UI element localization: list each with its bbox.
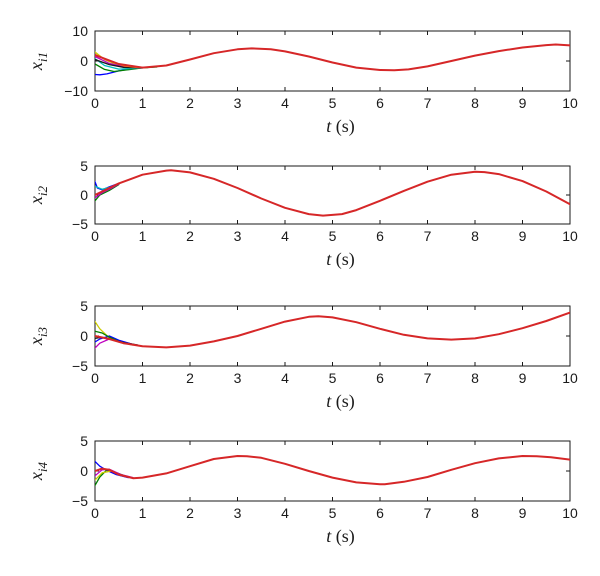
plot-frame — [94, 305, 571, 367]
x-tick-label: 8 — [471, 370, 479, 386]
series-group — [95, 455, 570, 487]
x-tick-label: 8 — [471, 505, 479, 521]
y-axis-label: xi3 — [26, 326, 50, 346]
series-group — [95, 43, 570, 76]
transient-series-line — [95, 183, 120, 202]
reference-series-line — [95, 169, 570, 217]
y-tick-label: 0 — [80, 328, 88, 344]
x-tick-label: 10 — [562, 505, 578, 521]
series-group — [95, 169, 570, 217]
x-tick-label: 8 — [471, 228, 479, 244]
x-tick-label: 0 — [91, 505, 99, 521]
y-tick-label: 5 — [80, 298, 88, 314]
x-tick-label: 7 — [424, 228, 432, 244]
x-axis-label-unit: (s) — [331, 526, 355, 547]
x-axis-label: t (s) — [326, 249, 355, 270]
x-tick-label: 3 — [234, 228, 242, 244]
y-axis-label-subscript: i3 — [35, 326, 50, 337]
y-axis-label-var: x — [26, 337, 46, 346]
x-tick-label: 4 — [281, 95, 289, 111]
x-tick-label: 9 — [519, 370, 527, 386]
x-tick-label: 5 — [329, 370, 337, 386]
x-tick-label: 9 — [519, 95, 527, 111]
x-axis-label: t (s) — [326, 526, 355, 547]
x-axis-label-unit: (s) — [331, 116, 355, 137]
reference-series-line — [95, 43, 570, 72]
y-tick-label: 5 — [80, 433, 88, 449]
x-tick-label: 9 — [519, 505, 527, 521]
x-axis-label-var: t — [326, 249, 332, 269]
x-tick-label: 0 — [91, 370, 99, 386]
x-tick-label: 10 — [562, 95, 578, 111]
x-tick-label: 6 — [376, 228, 384, 244]
x-tick-label: 10 — [562, 370, 578, 386]
x-tick-label: 6 — [376, 505, 384, 521]
x-tick-label: 1 — [139, 228, 147, 244]
transient-series-line — [95, 335, 134, 346]
y-axis-label-var: x — [26, 196, 46, 205]
y-axis-label-subscript: i1 — [35, 52, 50, 62]
reference-series-line — [95, 455, 570, 486]
x-tick-label: 9 — [519, 228, 527, 244]
y-tick-label: 0 — [80, 53, 88, 69]
x-tick-label: 10 — [562, 228, 578, 244]
x-axis-label-var: t — [326, 116, 332, 136]
x-tick-label: 0 — [91, 228, 99, 244]
reference-series-line — [95, 311, 570, 349]
x-tick-label: 3 — [234, 505, 242, 521]
x-tick-label: 6 — [376, 370, 384, 386]
y-axis-label: xi2 — [26, 185, 50, 205]
y-tick-label: 0 — [80, 463, 88, 479]
x-tick-label: 2 — [186, 228, 194, 244]
y-tick-label: −5 — [72, 493, 88, 509]
x-tick-label: 0 — [91, 95, 99, 111]
x-tick-label: 2 — [186, 370, 194, 386]
plot-frame — [94, 440, 571, 502]
y-tick-label: −10 — [64, 83, 88, 99]
y-tick-label: −5 — [72, 216, 88, 232]
y-axis-label-var: x — [26, 62, 46, 71]
plot-frame — [94, 30, 571, 92]
x-tick-label: 4 — [281, 228, 289, 244]
x-tick-label: 6 — [376, 95, 384, 111]
x-tick-label: 1 — [139, 95, 147, 111]
x-tick-label: 5 — [329, 95, 337, 111]
y-axis-label-var: x — [26, 472, 46, 481]
x-tick-label: 2 — [186, 95, 194, 111]
y-axis-label-subscript: i2 — [35, 185, 50, 196]
y-tick-label: 5 — [80, 158, 88, 174]
series-group — [95, 311, 570, 349]
x-tick-label: 7 — [424, 370, 432, 386]
x-axis-label: t (s) — [326, 391, 355, 412]
x-axis-label-unit: (s) — [331, 249, 355, 270]
y-axis-label-subscript: i4 — [35, 461, 50, 472]
x-tick-label: 2 — [186, 505, 194, 521]
x-tick-label: 5 — [329, 228, 337, 244]
x-axis-label-unit: (s) — [331, 391, 355, 412]
x-tick-label: 3 — [234, 95, 242, 111]
y-axis-label: xi1 — [26, 52, 50, 71]
x-axis-label: t (s) — [326, 116, 355, 137]
x-tick-label: 1 — [139, 370, 147, 386]
x-tick-label: 5 — [329, 505, 337, 521]
x-tick-label: 3 — [234, 370, 242, 386]
x-axis-label-var: t — [326, 391, 332, 411]
x-tick-label: 4 — [281, 370, 289, 386]
x-tick-label: 7 — [424, 95, 432, 111]
x-tick-label: 7 — [424, 505, 432, 521]
y-tick-label: −5 — [72, 358, 88, 374]
x-tick-label: 8 — [471, 95, 479, 111]
y-axis-label: xi4 — [26, 461, 50, 481]
y-tick-label: 10 — [72, 23, 88, 39]
x-tick-label: 1 — [139, 505, 147, 521]
x-axis-label-var: t — [326, 526, 332, 546]
x-tick-label: 4 — [281, 505, 289, 521]
y-tick-label: 0 — [80, 187, 88, 203]
